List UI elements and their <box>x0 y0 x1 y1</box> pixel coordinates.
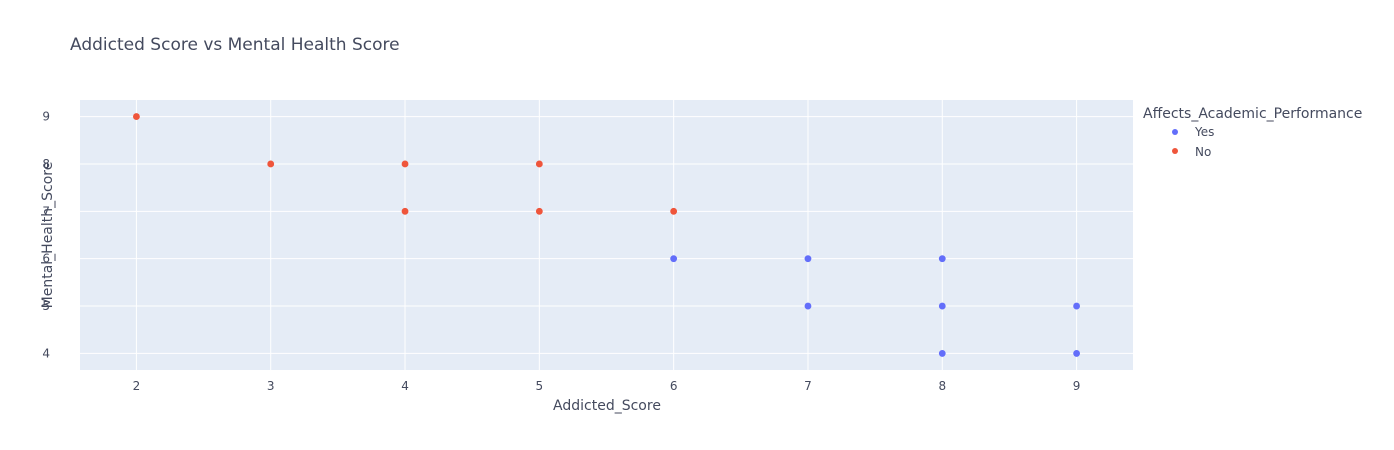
legend: Affects_Academic_Performance Yes No <box>1143 106 1362 159</box>
y-axis-ticks: 4 5 6 7 8 9 <box>42 110 50 361</box>
series-yes <box>670 255 1080 357</box>
legend-label-no: No <box>1195 145 1211 159</box>
grid-lines <box>80 100 1133 370</box>
x-tick-label: 4 <box>401 379 409 393</box>
legend-item-yes[interactable]: Yes <box>1172 125 1214 139</box>
y-axis-title: Mental_Health_Score <box>40 162 56 309</box>
x-tick-label: 9 <box>1073 379 1081 393</box>
data-point[interactable] <box>535 207 543 215</box>
x-tick-label: 5 <box>536 379 544 393</box>
data-point[interactable] <box>938 350 946 357</box>
data-point[interactable] <box>804 255 812 263</box>
data-point[interactable] <box>133 113 140 120</box>
x-axis-title: Addicted_Score <box>553 398 661 414</box>
y-tick-label: 9 <box>42 110 50 124</box>
plot-area <box>80 100 1133 370</box>
chart-title: Addicted Score vs Mental Health Score <box>70 35 400 55</box>
series-no <box>133 113 678 215</box>
data-point[interactable] <box>401 207 409 215</box>
data-points <box>133 113 1080 357</box>
x-tick-label: 3 <box>267 379 275 393</box>
data-point[interactable] <box>670 207 678 215</box>
y-tick-label: 5 <box>42 299 50 313</box>
data-point[interactable] <box>1073 302 1080 310</box>
x-tick-label: 6 <box>670 379 678 393</box>
x-tick-label: 8 <box>938 379 946 393</box>
data-point[interactable] <box>670 255 678 263</box>
y-tick-label: 7 <box>42 204 50 218</box>
legend-item-no[interactable]: No <box>1172 145 1211 159</box>
data-point[interactable] <box>535 160 543 168</box>
legend-label-yes: Yes <box>1194 125 1214 139</box>
data-point[interactable] <box>1073 350 1080 357</box>
data-point[interactable] <box>938 255 946 263</box>
data-point[interactable] <box>267 160 275 168</box>
y-tick-label: 6 <box>42 252 50 266</box>
data-point[interactable] <box>804 302 812 310</box>
x-axis-ticks: 2 3 4 5 6 7 8 9 <box>133 379 1081 393</box>
legend-title: Affects_Academic_Performance <box>1143 106 1362 122</box>
legend-marker-no <box>1172 148 1178 154</box>
legend-marker-yes <box>1172 129 1178 135</box>
x-tick-label: 2 <box>133 379 141 393</box>
y-tick-label: 8 <box>42 157 50 171</box>
data-point[interactable] <box>938 302 946 310</box>
y-tick-label: 4 <box>42 346 50 360</box>
data-point[interactable] <box>401 160 409 168</box>
x-tick-label: 7 <box>804 379 812 393</box>
